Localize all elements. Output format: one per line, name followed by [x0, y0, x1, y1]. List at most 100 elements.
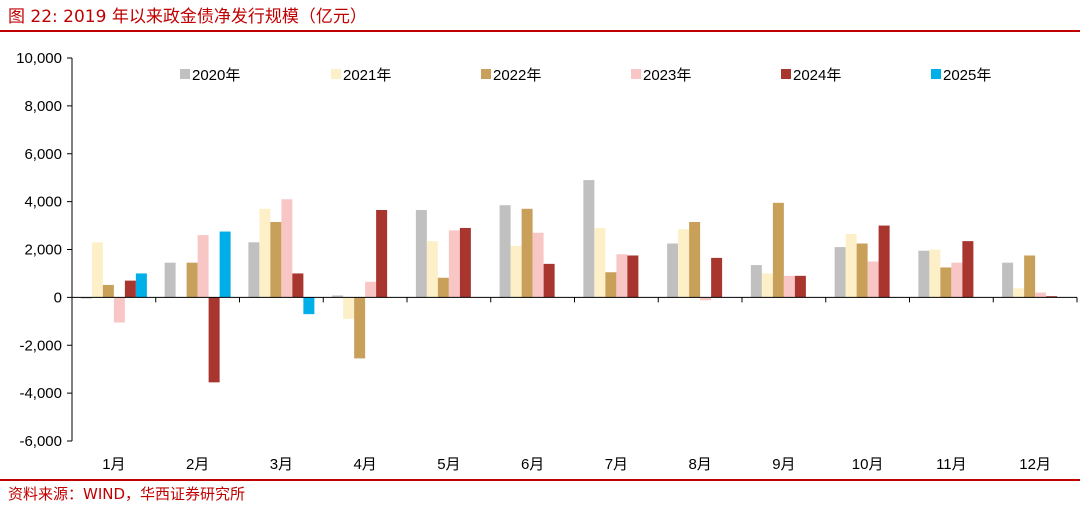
bar	[186, 262, 198, 298]
x-tick-label: 1月	[102, 456, 125, 473]
y-tick-label: 2,000	[24, 242, 62, 259]
y-tick-label: -6,000	[19, 433, 62, 450]
legend-swatch	[781, 69, 791, 79]
x-tick-label: 5月	[437, 456, 460, 473]
bar	[627, 255, 639, 298]
bar	[135, 273, 147, 298]
bar	[543, 263, 555, 298]
bar	[102, 284, 114, 298]
bar	[80, 297, 92, 299]
bar	[856, 243, 868, 298]
bar	[499, 205, 511, 298]
bar	[113, 297, 125, 323]
bar	[208, 297, 220, 383]
source-note: 资料来源：WIND，华西证券研究所	[8, 485, 246, 503]
bar	[459, 227, 471, 298]
x-tick-label: 9月	[772, 456, 795, 473]
x-tick-label: 2月	[186, 456, 209, 473]
bar	[616, 254, 628, 298]
legend-swatch	[631, 69, 641, 79]
bar	[700, 297, 712, 301]
y-tick-label: -2,000	[19, 337, 62, 354]
bar	[415, 210, 427, 298]
bar	[426, 241, 438, 298]
x-tick-label: 12月	[1019, 456, 1051, 473]
legend-swatch	[481, 69, 491, 79]
bar	[750, 265, 762, 298]
bar	[510, 245, 522, 298]
bar	[583, 180, 595, 298]
bar	[678, 229, 690, 298]
legend-label: 2021年	[343, 67, 391, 84]
bar	[867, 261, 879, 298]
bar	[448, 230, 460, 298]
y-tick-label: 4,000	[24, 194, 62, 211]
x-tick-label: 4月	[353, 456, 376, 473]
bar	[1002, 262, 1014, 298]
bar	[270, 221, 282, 298]
bar	[376, 210, 388, 298]
bar	[761, 273, 773, 298]
bottom-divider	[0, 479, 1080, 481]
axes-layer: -6,000 -4,000 -2,000 0 2,000 4,000 6,000 8,000 1…	[16, 50, 1078, 473]
bar	[689, 221, 701, 298]
chart-title: 图 22: 2019 年以来政金债净发行规模（亿元）	[8, 7, 367, 27]
legend: 2020年 2021年 2022年 2023年 2024年 2025年	[180, 67, 991, 84]
bar	[248, 242, 260, 298]
legend-label: 2023年	[643, 67, 691, 84]
x-tick-label: 6月	[521, 456, 544, 473]
bar	[343, 297, 355, 319]
bar	[783, 275, 795, 298]
top-divider	[0, 30, 1080, 32]
legend-label: 2022年	[493, 67, 541, 84]
bar	[532, 232, 544, 298]
x-tick-label: 10月	[852, 456, 884, 473]
bar	[124, 280, 136, 298]
bar	[164, 262, 176, 298]
bar	[365, 281, 377, 298]
x-tick-label: 8月	[688, 456, 711, 473]
bar	[962, 241, 974, 298]
bar	[1013, 288, 1025, 298]
bar	[303, 297, 315, 315]
legend-label: 2025年	[943, 67, 991, 84]
bar	[1024, 255, 1036, 298]
bar	[772, 202, 784, 298]
bar	[845, 233, 857, 298]
bar	[594, 227, 606, 298]
bar	[605, 272, 617, 298]
bar	[878, 225, 890, 298]
bar	[1046, 296, 1058, 298]
y-tick-label: 8,000	[24, 98, 62, 115]
bar	[91, 242, 103, 298]
legend-label: 2024年	[793, 67, 841, 84]
bars-layer	[80, 180, 1058, 383]
x-tick-label: 7月	[605, 456, 628, 473]
bar	[711, 257, 723, 298]
bar	[197, 235, 209, 298]
x-tick-label: 11月	[936, 456, 967, 473]
bar	[940, 267, 952, 298]
bar	[951, 262, 963, 298]
bar	[521, 208, 533, 298]
bar	[834, 247, 846, 298]
bar	[437, 277, 449, 298]
bar	[281, 199, 293, 298]
y-tick-label: -4,000	[19, 385, 62, 402]
bar	[918, 250, 930, 298]
bar	[667, 243, 679, 298]
bar	[259, 208, 271, 298]
legend-label: 2020年	[192, 67, 240, 84]
bar	[219, 231, 231, 298]
y-tick-label: 0	[54, 289, 62, 306]
bar-chart: -6,000 -4,000 -2,000 0 2,000 4,000 6,000 8,000 1…	[16, 50, 1078, 473]
y-tick-label: 6,000	[24, 146, 62, 163]
y-tick-label: 10,000	[16, 50, 62, 67]
legend-swatch	[180, 69, 190, 79]
bar	[929, 249, 941, 298]
bar	[794, 275, 806, 298]
x-tick-label: 3月	[270, 456, 293, 473]
bar	[354, 297, 366, 359]
bar	[332, 295, 344, 298]
legend-swatch	[931, 69, 941, 79]
